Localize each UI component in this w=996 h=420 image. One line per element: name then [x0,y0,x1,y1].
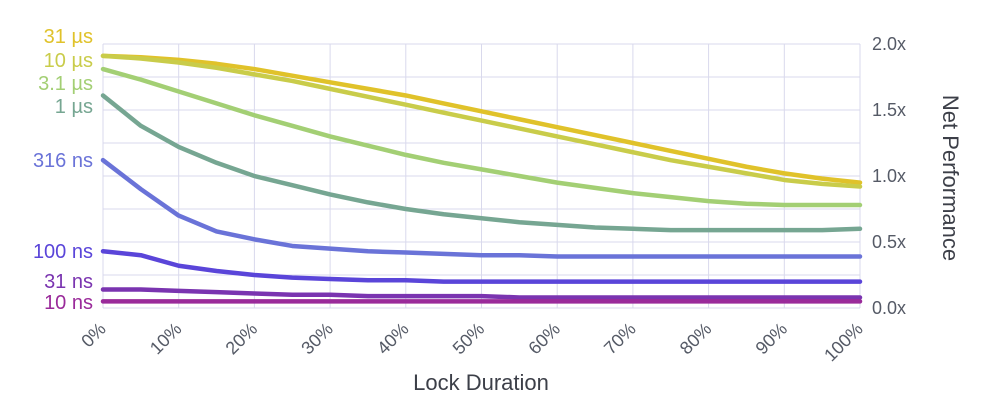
x-tick-label: 60% [524,319,564,359]
series-lines [100,53,863,304]
series-label: 100 ns [33,241,93,263]
series-line [100,248,863,284]
y-tick-label: 2.0x [872,34,906,54]
x-axis-label: Lock Duration [413,370,549,395]
x-tick-label: 30% [297,319,337,359]
y-tick-label: 0.0x [872,298,906,318]
x-tick-label: 20% [222,319,262,359]
series-line [100,66,863,208]
y-tick-label: 1.0x [872,166,906,186]
x-tick-label: 50% [449,319,489,359]
y-axis-label: Net Performance [938,95,963,261]
y-ticks: 0.0x 0.5x 1.0x 1.5x 2.0x [872,34,906,318]
x-tick-label: 70% [600,319,640,359]
x-tick-label: 0% [77,319,110,352]
x-tick-label: 10% [146,319,186,359]
series-label: 3.1 µs [38,73,93,95]
x-ticks: 0% 10% 20% 30% 40% 50% 60% 70% 80% 90% 100% [77,319,867,366]
series-line [100,287,863,300]
series-label: 10 ns [44,292,93,314]
series-line [100,93,863,233]
series-line [100,157,863,259]
series-label: 31 µs [44,26,93,48]
x-tick-label: 100% [820,319,867,366]
x-tick-label: 40% [373,319,413,359]
x-tick-label: 90% [752,319,792,359]
series-label: 1 µs [55,96,93,118]
grid [102,43,861,309]
series-label: 31 ns [44,271,93,293]
series-line [100,53,863,185]
series-line [100,53,863,189]
y-tick-label: 0.5x [872,232,906,252]
series-label: 316 ns [33,150,93,172]
x-tick-label: 80% [676,319,716,359]
y-tick-label: 1.5x [872,100,906,120]
series-label: 10 µs [44,50,93,72]
